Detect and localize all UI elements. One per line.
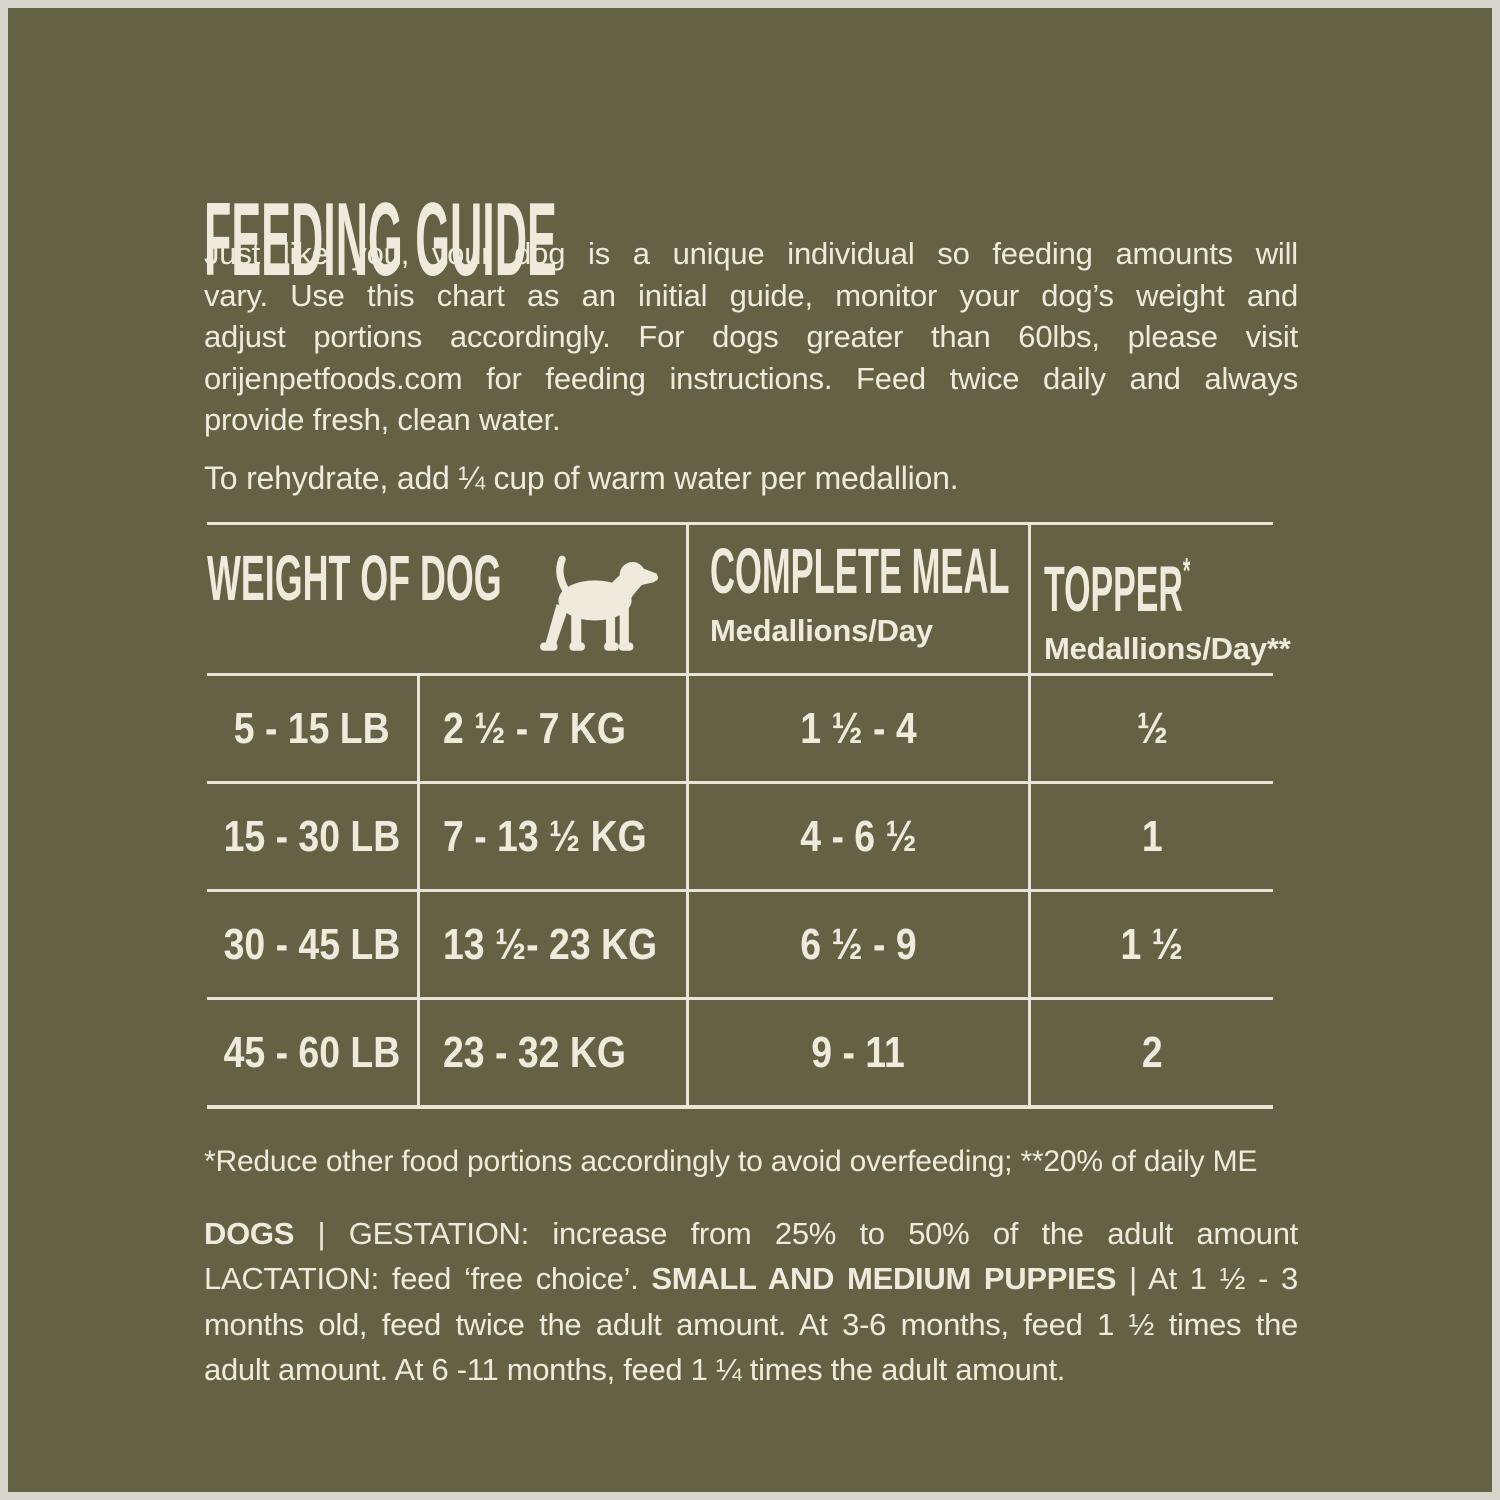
care-line: DOGS | GESTATION: increase from 25% to 5…: [204, 1211, 1298, 1256]
cell-weight-lb-value: 30 - 45 LB: [223, 919, 401, 969]
intro-paragraph: Just like you, your dog is a unique indi…: [204, 233, 1298, 441]
care-text: months old, feed twice the adult amount.…: [204, 1306, 1298, 1342]
cell-weight-lb: 15 - 30 LB: [207, 781, 420, 889]
feeding-table: WEIGHT OF DOG: [207, 522, 1291, 1109]
care-bold-label: DOGS: [204, 1216, 295, 1251]
cell-complete-meal-value: 6 ½ - 9: [800, 919, 917, 969]
topper-title: *TOPPER*: [1044, 550, 1191, 625]
care-instructions: DOGS | GESTATION: increase from 25% to 5…: [204, 1211, 1298, 1393]
table-footnote: *Reduce other food portions accordingly …: [204, 1145, 1258, 1178]
cell-weight-kg: 7 - 13 ½ KG: [420, 781, 689, 889]
cell-topper: 1: [1031, 781, 1273, 889]
cell-topper: 1 ½: [1031, 889, 1273, 997]
care-line: LACTATION: feed ‘free choice’. SMALL AND…: [204, 1256, 1298, 1301]
cell-complete-meal: 9 - 11: [689, 997, 1031, 1105]
complete-meal-subtitle: Medallions/Day: [710, 613, 933, 648]
cell-complete-meal-value: 9 - 11: [811, 1027, 906, 1077]
intro-line: provide fresh, clean water.: [204, 402, 561, 438]
care-text: | GESTATION: increase from 25% to 50% of…: [294, 1216, 1299, 1251]
care-text: LACTATION: feed ‘free choice’.: [204, 1261, 652, 1297]
cell-topper: ½: [1031, 673, 1273, 781]
intro-line: adjust portions accordingly. For dogs gr…: [204, 319, 1298, 355]
cell-complete-meal-value: 1 ½ - 4: [800, 703, 917, 753]
cell-weight-lb: 5 - 15 LB: [207, 673, 420, 781]
cell-topper: 2: [1031, 997, 1273, 1105]
care-line: adult amount. At 6 -11 months, feed 1 ¼ …: [204, 1347, 1298, 1392]
page-title: FEEDING GUIDE: [204, 188, 1025, 292]
topper-asterisk-sup: *: [1182, 550, 1191, 591]
cell-topper-value: ½: [1136, 703, 1168, 753]
weight-of-dog-title: WEIGHT OF DOG: [207, 542, 502, 614]
care-text: | At 1 ½ - 3: [1116, 1261, 1298, 1297]
cell-weight-lb: 30 - 45 LB: [207, 889, 420, 997]
cell-weight-lb-value: 45 - 60 LB: [223, 1027, 401, 1077]
weight-of-dog-title-wrap: WEIGHT OF DOG: [207, 546, 507, 610]
intro-line: Just like you, your dog is a unique indi…: [204, 236, 1298, 271]
rehydrate-note: To rehydrate, add ¼ cup of warm water pe…: [204, 460, 959, 496]
cell-weight-kg-value: 13 ½- 23 KG: [443, 919, 658, 969]
topper-subtitle: Medallions/Day**: [1044, 631, 1291, 666]
complete-meal-title: COMPLETE MEAL: [710, 535, 1010, 607]
cell-topper-value: 2: [1141, 1027, 1163, 1077]
cell-weight-kg-value: 23 - 32 KG: [443, 1027, 626, 1077]
intro-line: vary. Use this chart as an initial guide…: [204, 277, 1298, 313]
intro-line: orijenpetfoods.com for feeding instructi…: [204, 360, 1298, 396]
cell-complete-meal: 1 ½ - 4: [689, 673, 1031, 781]
dog-silhouette-icon: [540, 555, 659, 651]
table-header-complete-meal: COMPLETE MEAL Medallions/Day: [689, 525, 1031, 673]
cell-weight-kg: 23 - 32 KG: [420, 997, 689, 1105]
table-header-weight-of-dog: WEIGHT OF DOG: [207, 525, 689, 673]
cell-topper-value: 1 ½: [1120, 919, 1184, 969]
feeding-guide-panel: FEEDING GUIDE Just like you, your dog is…: [8, 8, 1492, 1492]
cell-weight-lb: 45 - 60 LB: [207, 997, 420, 1105]
cell-weight-lb-value: 15 - 30 LB: [223, 811, 401, 861]
care-text: adult amount. At 6 -11 months, feed 1 ¼ …: [204, 1352, 1066, 1388]
cell-weight-kg: 2 ½ - 7 KG: [420, 673, 689, 781]
cell-complete-meal: 6 ½ - 9: [689, 889, 1031, 997]
cell-weight-kg-value: 2 ½ - 7 KG: [443, 703, 626, 753]
cell-complete-meal: 4 - 6 ½: [689, 781, 1031, 889]
cell-weight-kg: 13 ½- 23 KG: [420, 889, 689, 997]
cell-topper-value: 1: [1141, 811, 1163, 861]
cell-weight-kg-value: 7 - 13 ½ KG: [443, 811, 647, 861]
cell-complete-meal-value: 4 - 6 ½: [800, 811, 917, 861]
page-title-text: FEEDING GUIDE: [204, 181, 557, 298]
care-bold-label: SMALL AND MEDIUM PUPPIES: [651, 1261, 1117, 1297]
care-line: months old, feed twice the adult amount.…: [204, 1302, 1298, 1347]
cell-weight-lb-value: 5 - 15 LB: [234, 703, 390, 753]
table-header-topper: *TOPPER* Medallions/Day**: [1031, 525, 1291, 673]
